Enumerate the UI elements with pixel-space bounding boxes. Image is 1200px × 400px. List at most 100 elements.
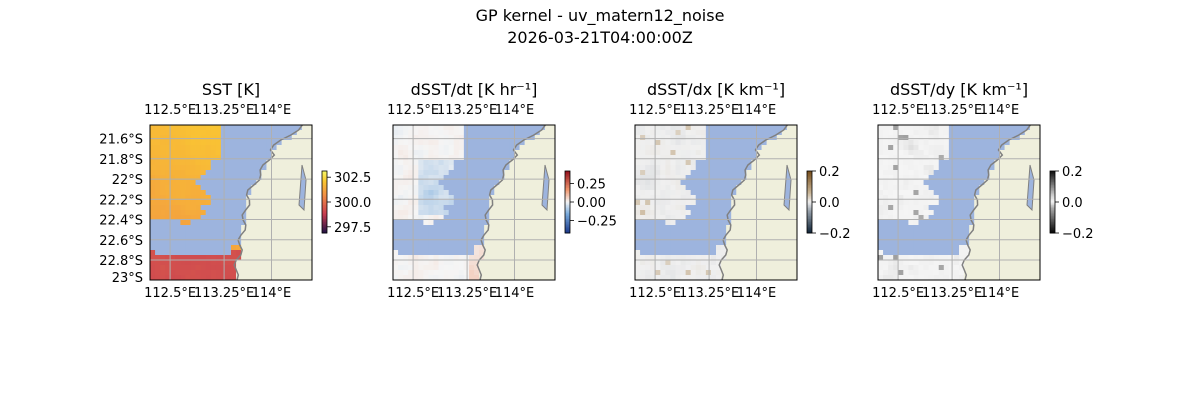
heatmap-cell <box>979 205 985 211</box>
heatmap-cell <box>999 125 1005 131</box>
heatmap-cell <box>685 235 692 241</box>
heatmap-cell <box>918 205 924 211</box>
heatmap-cell <box>878 195 884 201</box>
heatmap-cell <box>210 170 217 176</box>
heatmap-cell <box>251 255 257 261</box>
heatmap-cell <box>453 175 460 181</box>
heatmap-cell <box>160 145 166 151</box>
heatmap-cell <box>190 275 196 281</box>
heatmap-cell <box>746 260 752 266</box>
heatmap-cell <box>524 160 531 166</box>
heatmap-cell <box>539 265 546 271</box>
heatmap-cell <box>741 195 747 201</box>
heatmap-cell <box>665 235 671 241</box>
heatmap-cell <box>534 200 541 206</box>
heatmap-cell <box>474 130 480 136</box>
heatmap-cell <box>953 150 960 156</box>
heatmap-cell <box>918 220 924 226</box>
heatmap-cell <box>423 170 429 176</box>
heatmap-cell <box>731 230 737 236</box>
heatmap-cell <box>781 220 788 226</box>
heatmap-cell <box>403 135 409 141</box>
heatmap-cell <box>205 230 212 236</box>
colorbar-segment <box>807 191 812 194</box>
heatmap-cell <box>959 265 965 271</box>
heatmap-cell <box>751 180 757 186</box>
heatmap-cell <box>428 130 434 136</box>
heatmap-cell <box>489 250 495 256</box>
colorbar-segment <box>565 184 570 187</box>
heatmap-cell <box>766 130 773 136</box>
heatmap-cell <box>731 215 737 221</box>
heatmap-cell <box>695 195 702 201</box>
heatmap-cell <box>453 245 460 251</box>
heatmap-cell <box>155 180 161 186</box>
colorbar-segment <box>1050 208 1055 211</box>
heatmap-cell <box>974 160 980 166</box>
heatmap-cell <box>286 235 293 241</box>
heatmap-cell <box>180 240 186 246</box>
heatmap-cell <box>898 205 904 211</box>
heatmap-cell <box>731 170 737 176</box>
heatmap-cell <box>893 275 899 281</box>
heatmap-cell <box>306 165 313 171</box>
heatmap-cell <box>524 250 531 256</box>
heatmap-cell <box>225 135 232 141</box>
heatmap-cell <box>494 130 500 136</box>
heatmap-cell <box>1024 165 1031 171</box>
heatmap-cell <box>999 270 1005 276</box>
heatmap-cell <box>474 150 480 156</box>
colorbar-segment <box>322 191 327 194</box>
heatmap-cell <box>878 205 884 211</box>
heatmap-cell <box>205 175 212 181</box>
heatmap-cell <box>1019 225 1026 231</box>
heatmap-cell <box>266 160 272 166</box>
heatmap-cell <box>761 150 768 156</box>
heatmap-cell <box>236 190 242 196</box>
heatmap-cell <box>438 220 445 226</box>
heatmap-cell <box>999 130 1005 136</box>
heatmap-cell <box>175 210 181 216</box>
heatmap-cell <box>670 270 676 276</box>
heatmap-cell <box>791 130 798 136</box>
heatmap-cell <box>514 205 520 211</box>
heatmap-cell <box>1019 180 1026 186</box>
heatmap-cell <box>423 195 429 201</box>
heatmap-cell <box>256 155 262 161</box>
heatmap-cell <box>1004 240 1011 246</box>
heatmap-cell <box>448 135 455 141</box>
heatmap-cell <box>286 255 293 261</box>
heatmap-cell <box>301 150 308 156</box>
heatmap-cell <box>306 155 313 161</box>
heatmap-cell <box>296 205 303 211</box>
heatmap-cell <box>428 245 434 251</box>
heatmap-cell <box>266 235 272 241</box>
colorbar-segment <box>322 178 327 181</box>
heatmap-cell <box>933 135 940 141</box>
heatmap-cell <box>398 155 404 161</box>
heatmap-cell <box>665 195 671 201</box>
heatmap-cell <box>655 240 661 246</box>
heatmap-cell <box>484 145 490 151</box>
heatmap-cell <box>1019 140 1026 146</box>
colorbar-segment <box>1050 219 1055 222</box>
heatmap-cell <box>514 160 520 166</box>
heatmap-cell <box>433 230 439 236</box>
heatmap-cell <box>246 220 252 226</box>
heatmap-cell <box>1029 130 1036 136</box>
heatmap-cell <box>301 230 308 236</box>
heatmap-cell <box>670 195 676 201</box>
heatmap-cell <box>908 250 914 256</box>
heatmap-cell <box>756 160 762 166</box>
heatmap-cell <box>1004 150 1011 156</box>
colorbar-segment <box>1050 197 1055 200</box>
heatmap-cell <box>165 245 171 251</box>
heatmap-cell <box>150 150 156 156</box>
heatmap-cell <box>690 220 697 226</box>
heatmap-cell <box>165 190 171 196</box>
heatmap-cell <box>680 175 687 181</box>
heatmap-cell <box>180 160 186 166</box>
heatmap-cell <box>903 270 909 276</box>
heatmap-cell <box>534 185 541 191</box>
heatmap-cell <box>301 245 308 251</box>
